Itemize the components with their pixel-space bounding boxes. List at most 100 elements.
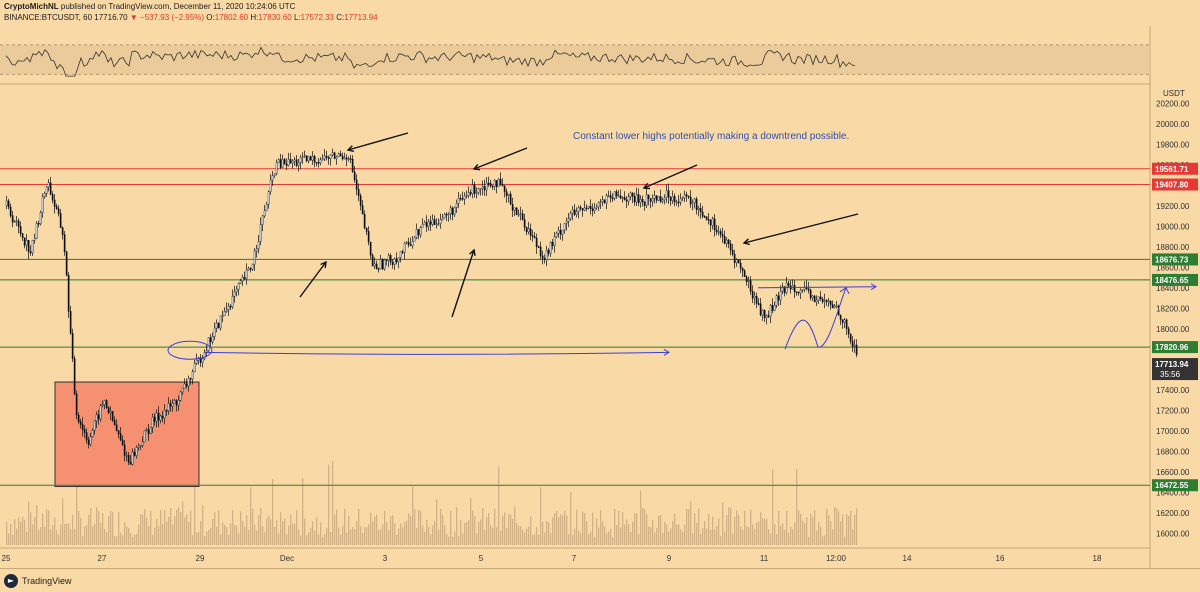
volume-bar	[332, 460, 334, 545]
volume-bar	[76, 455, 78, 545]
volume-bar	[170, 507, 172, 545]
candle-body	[605, 195, 608, 204]
volume-bar	[734, 516, 736, 545]
candle-body	[647, 194, 650, 199]
candle-body	[145, 429, 148, 431]
volume-bar	[378, 529, 380, 545]
candle-body	[353, 171, 356, 180]
candle-body	[783, 286, 786, 294]
last-price-label: 17713.94	[1155, 360, 1189, 369]
candle-body	[729, 243, 732, 251]
time-tick-label: 12:00	[826, 554, 847, 563]
candle-body	[93, 420, 96, 431]
volume-series	[6, 455, 858, 545]
candle-body	[249, 268, 252, 270]
candle-body	[515, 207, 518, 215]
drawing-target-line	[757, 286, 877, 289]
volume-bar	[590, 532, 592, 545]
candle-body	[543, 258, 546, 261]
candle-body	[765, 315, 768, 319]
candle-body	[301, 156, 304, 158]
candle-body	[453, 207, 456, 216]
volume-bar	[666, 524, 668, 545]
candle-body	[463, 195, 466, 200]
candle-body	[549, 242, 552, 254]
volume-bar	[320, 522, 322, 545]
volume-bar	[374, 516, 376, 545]
candle-body	[655, 195, 658, 201]
volume-bar	[818, 521, 820, 545]
consolidation-box	[54, 381, 200, 488]
volume-bar	[64, 523, 66, 545]
volume-bar	[22, 516, 24, 545]
candle-body	[21, 233, 24, 238]
candle-body	[293, 159, 296, 162]
candle-body	[185, 383, 188, 387]
candle-body	[503, 185, 506, 192]
tradingview-logo[interactable]: ► TradingView	[4, 574, 72, 588]
volume-bar	[534, 534, 536, 545]
volume-bar	[258, 515, 260, 545]
candle-body	[51, 194, 54, 201]
volume-bar	[810, 513, 812, 545]
volume-bar	[396, 534, 398, 545]
candle-body	[709, 219, 712, 226]
candle-body	[217, 322, 220, 329]
candle-body	[695, 198, 698, 211]
candle-body	[751, 291, 754, 299]
symbol-label[interactable]: BINANCE:BTCUSDT, 60	[4, 13, 93, 22]
volume-bar	[254, 524, 256, 545]
volume-bar	[722, 502, 724, 545]
candle-body	[501, 183, 504, 187]
candle-body	[623, 197, 626, 201]
volume-bar	[690, 501, 692, 545]
bar-countdown: 35:56	[1160, 370, 1181, 379]
candle-body	[631, 192, 634, 197]
volume-bar	[114, 535, 116, 545]
volume-bar	[94, 523, 96, 545]
candle-body	[639, 198, 642, 203]
volume-bar	[294, 523, 296, 545]
volume-bar	[172, 524, 174, 545]
volume-bar	[832, 529, 834, 545]
level-price-tag	[1152, 178, 1198, 191]
candle-body	[103, 400, 106, 405]
volume-bar	[514, 506, 516, 545]
candle-body	[731, 249, 734, 255]
volume-bar	[494, 508, 496, 545]
candle-body	[407, 241, 410, 245]
candle-body	[521, 213, 524, 220]
candle-body	[815, 299, 818, 303]
volume-bar	[644, 509, 646, 545]
publisher-name[interactable]: CryptoMichNL	[4, 2, 59, 11]
volume-bar	[402, 527, 404, 545]
volume-bar	[658, 515, 660, 545]
candle-body	[437, 223, 440, 225]
candle-body	[147, 429, 150, 435]
candle-body	[245, 269, 248, 280]
candle-body	[193, 363, 196, 373]
candle-body	[53, 199, 56, 207]
volume-bar	[730, 507, 732, 545]
volume-bar	[660, 514, 662, 545]
candle-body	[321, 158, 324, 161]
candle-body	[461, 198, 464, 200]
candle-body	[399, 251, 402, 258]
volume-bar	[572, 535, 574, 545]
high-label: H:	[250, 13, 259, 22]
candle-body	[5, 200, 8, 207]
candle-body	[637, 194, 640, 203]
volume-bar	[50, 529, 52, 545]
volume-bar	[610, 528, 612, 545]
candle-body	[819, 296, 822, 300]
volume-bar	[652, 519, 654, 545]
volume-bar	[214, 512, 216, 545]
candle-body	[661, 199, 664, 202]
volume-bar	[620, 527, 622, 545]
price-chart[interactable]: 80.0040.00Constant lower highs potential…	[0, 0, 1200, 568]
volume-bar	[808, 536, 810, 545]
volume-bar	[448, 536, 450, 545]
volume-bar	[132, 536, 134, 545]
candle-body	[777, 295, 780, 301]
candle-body	[775, 295, 778, 306]
